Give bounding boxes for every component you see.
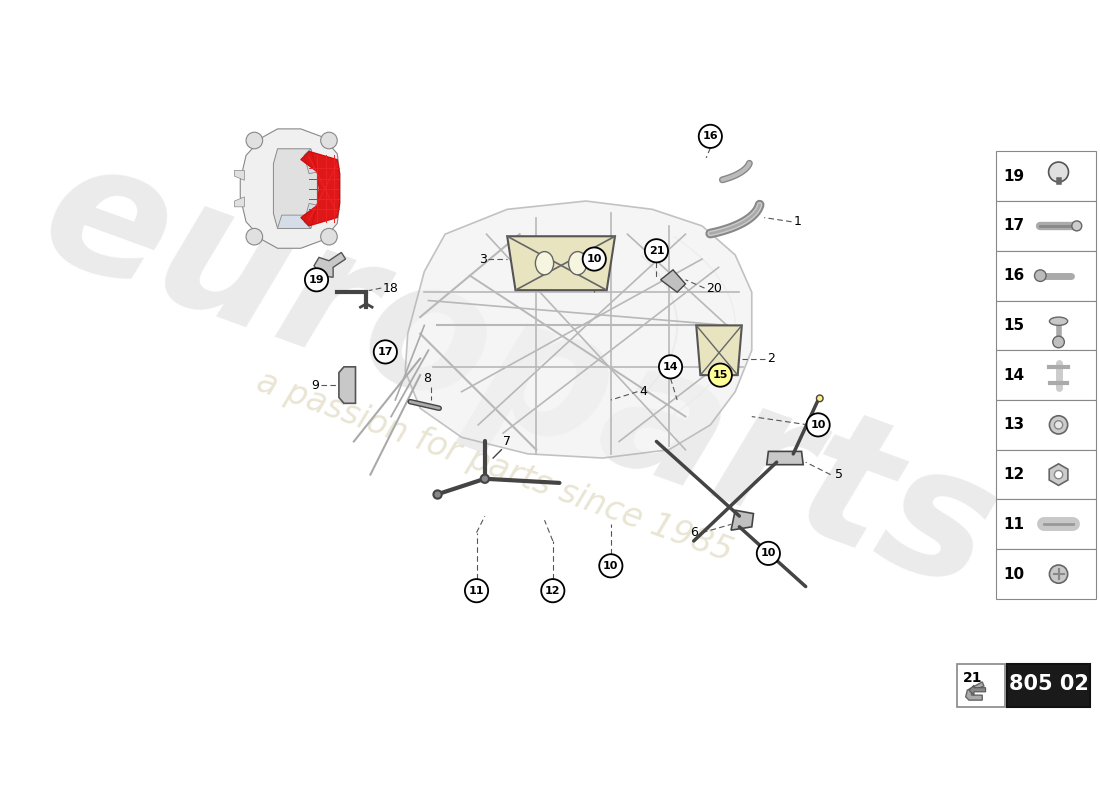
Text: 8: 8 bbox=[422, 372, 431, 385]
Text: 19: 19 bbox=[1003, 169, 1024, 184]
Text: a passion for parts since 1985: a passion for parts since 1985 bbox=[252, 365, 737, 568]
Bar bbox=[997, 301, 1096, 350]
Text: 10: 10 bbox=[761, 548, 777, 558]
Circle shape bbox=[321, 132, 338, 149]
Bar bbox=[997, 201, 1096, 250]
Polygon shape bbox=[696, 326, 741, 375]
Circle shape bbox=[708, 363, 732, 386]
Text: 3: 3 bbox=[478, 253, 486, 266]
Circle shape bbox=[541, 579, 564, 602]
Text: europarts: europarts bbox=[21, 122, 1019, 629]
Text: 20: 20 bbox=[706, 282, 722, 294]
Circle shape bbox=[1071, 221, 1081, 231]
Text: 13: 13 bbox=[1003, 418, 1024, 432]
Text: 7: 7 bbox=[503, 435, 512, 448]
Polygon shape bbox=[304, 203, 318, 228]
Polygon shape bbox=[661, 270, 685, 292]
Circle shape bbox=[246, 228, 263, 245]
Polygon shape bbox=[240, 129, 340, 248]
Bar bbox=[997, 450, 1096, 499]
Text: 15: 15 bbox=[713, 370, 728, 380]
Text: 9: 9 bbox=[311, 378, 319, 391]
Bar bbox=[997, 499, 1096, 550]
Polygon shape bbox=[732, 510, 754, 530]
Text: 18: 18 bbox=[383, 282, 398, 294]
Polygon shape bbox=[300, 151, 340, 226]
Text: 16: 16 bbox=[1003, 268, 1024, 283]
Circle shape bbox=[1048, 162, 1068, 182]
Text: 805 02: 805 02 bbox=[1009, 674, 1089, 694]
Polygon shape bbox=[1049, 464, 1068, 486]
Text: 1: 1 bbox=[793, 215, 801, 228]
Text: 16: 16 bbox=[703, 131, 718, 142]
Circle shape bbox=[1055, 421, 1063, 429]
Bar bbox=[997, 350, 1096, 400]
Text: 14: 14 bbox=[662, 362, 679, 372]
Circle shape bbox=[321, 228, 338, 245]
Bar bbox=[997, 151, 1096, 201]
Polygon shape bbox=[405, 201, 751, 458]
Circle shape bbox=[1053, 336, 1065, 348]
Text: 10: 10 bbox=[586, 254, 602, 264]
Polygon shape bbox=[274, 149, 318, 228]
Circle shape bbox=[659, 355, 682, 378]
Text: 11: 11 bbox=[1003, 517, 1024, 532]
Ellipse shape bbox=[569, 251, 586, 275]
Text: 10: 10 bbox=[1003, 566, 1024, 582]
Circle shape bbox=[305, 268, 328, 291]
Text: 10: 10 bbox=[811, 420, 826, 430]
Polygon shape bbox=[969, 686, 986, 695]
Text: 5: 5 bbox=[835, 468, 843, 481]
Circle shape bbox=[481, 474, 490, 483]
Polygon shape bbox=[339, 367, 355, 403]
Circle shape bbox=[757, 542, 780, 565]
Text: 17: 17 bbox=[377, 347, 393, 357]
Text: 17: 17 bbox=[1003, 218, 1024, 234]
Text: 15: 15 bbox=[1003, 318, 1024, 333]
Bar bbox=[1008, 664, 1090, 706]
Bar bbox=[957, 664, 1005, 706]
Circle shape bbox=[583, 247, 606, 270]
Circle shape bbox=[1049, 416, 1068, 434]
Polygon shape bbox=[304, 149, 318, 174]
Circle shape bbox=[246, 132, 263, 149]
Bar bbox=[997, 250, 1096, 301]
Text: 14: 14 bbox=[1003, 368, 1024, 382]
Text: 2: 2 bbox=[767, 352, 774, 365]
Ellipse shape bbox=[1049, 317, 1068, 326]
Text: 4: 4 bbox=[640, 386, 648, 398]
Circle shape bbox=[1055, 470, 1063, 478]
Polygon shape bbox=[234, 170, 244, 180]
Bar bbox=[997, 400, 1096, 450]
Circle shape bbox=[806, 414, 829, 437]
Bar bbox=[997, 550, 1096, 599]
Polygon shape bbox=[234, 197, 244, 207]
Circle shape bbox=[600, 554, 623, 578]
Text: 21: 21 bbox=[964, 671, 982, 685]
Text: 6: 6 bbox=[690, 526, 697, 539]
Text: 11: 11 bbox=[469, 586, 484, 596]
Text: 10: 10 bbox=[603, 561, 618, 571]
Ellipse shape bbox=[536, 251, 553, 275]
Polygon shape bbox=[966, 682, 983, 700]
Text: 19: 19 bbox=[309, 274, 324, 285]
Circle shape bbox=[433, 490, 442, 498]
Circle shape bbox=[465, 579, 488, 602]
Circle shape bbox=[816, 395, 823, 402]
Text: 12: 12 bbox=[1003, 467, 1024, 482]
Circle shape bbox=[374, 340, 397, 363]
Circle shape bbox=[1049, 565, 1068, 583]
Polygon shape bbox=[507, 236, 615, 290]
Circle shape bbox=[645, 239, 668, 262]
Polygon shape bbox=[277, 215, 310, 228]
Text: 12: 12 bbox=[546, 586, 561, 596]
Polygon shape bbox=[314, 253, 345, 278]
Circle shape bbox=[1034, 270, 1046, 282]
Circle shape bbox=[698, 125, 722, 148]
Polygon shape bbox=[767, 451, 803, 465]
Text: 21: 21 bbox=[649, 246, 664, 256]
